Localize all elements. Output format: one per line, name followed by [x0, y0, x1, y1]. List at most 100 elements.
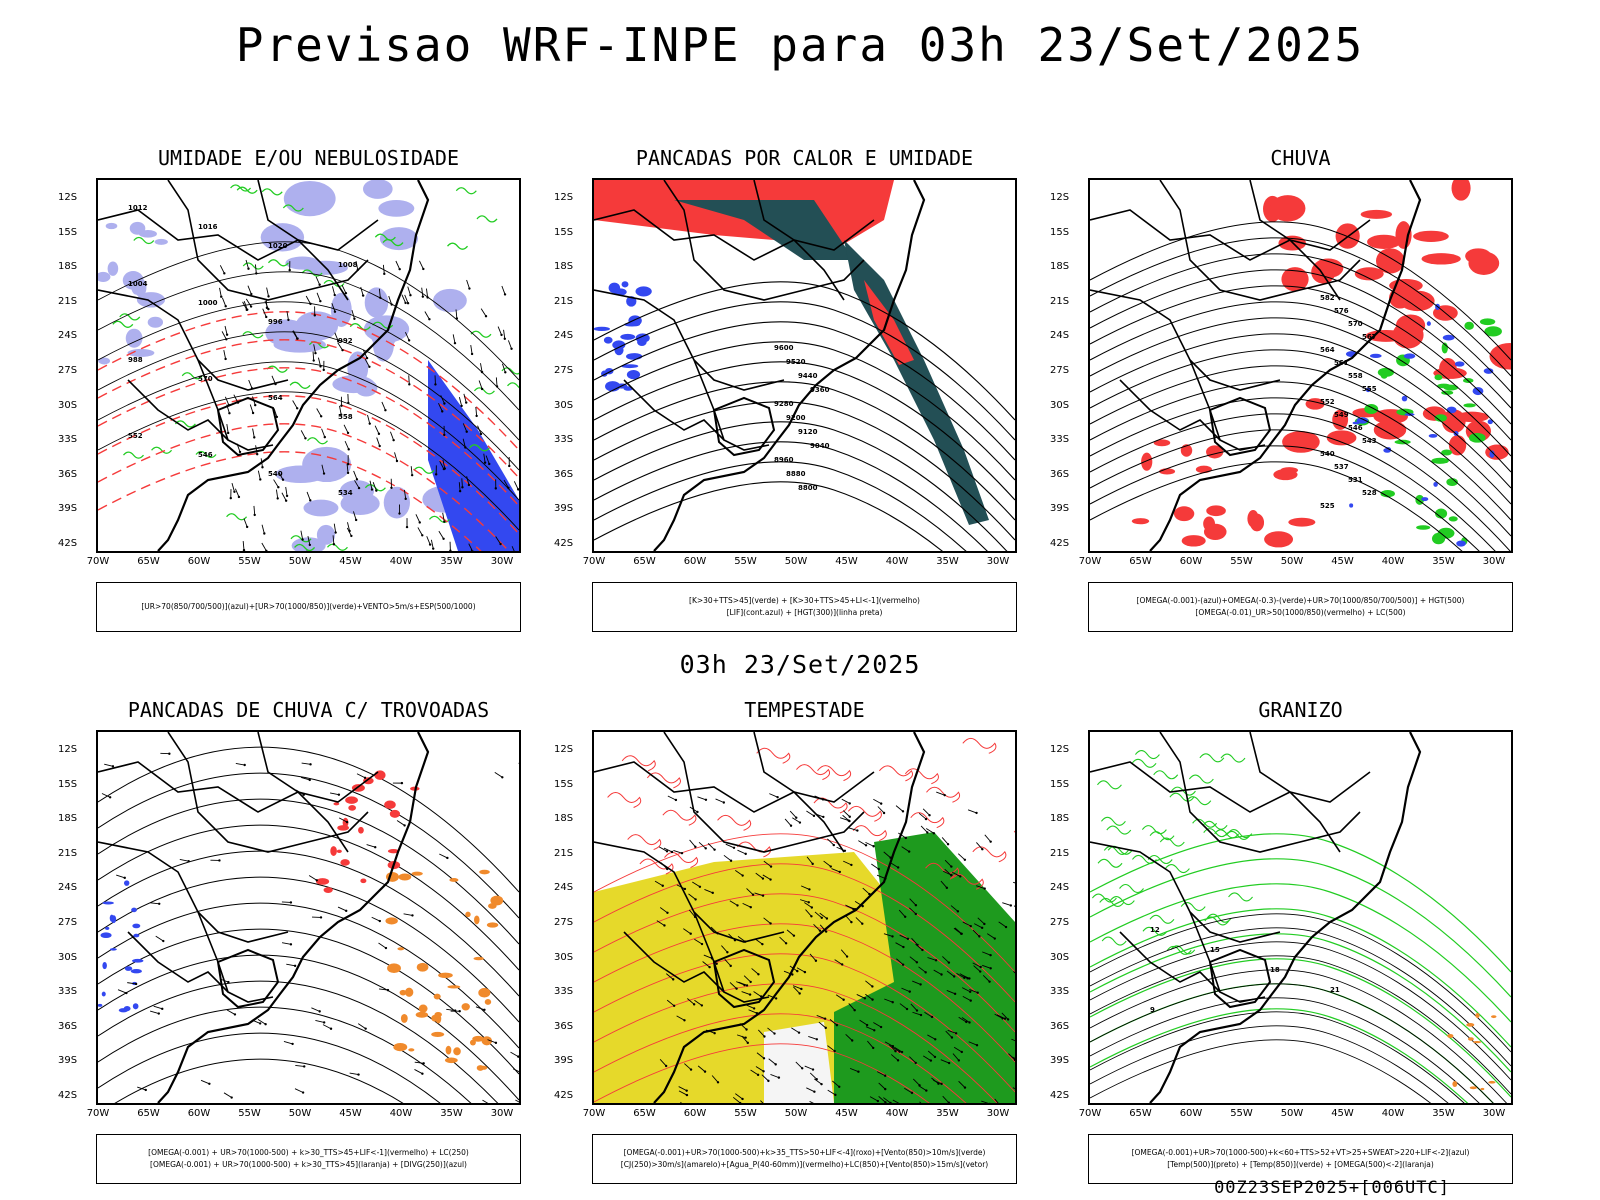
- wind-vector-head: [968, 1021, 971, 1024]
- rain-area: [1367, 234, 1401, 249]
- streamline-arrow: [226, 1009, 236, 1015]
- wind-vector: [920, 825, 928, 833]
- rain-area: [1249, 513, 1265, 532]
- wind-vector: [285, 486, 288, 496]
- wind-vector: [654, 880, 663, 887]
- wind-vector-head: [950, 1036, 954, 1039]
- wind-vector-head: [704, 798, 708, 801]
- wind-vector: [814, 1078, 822, 1085]
- height-contour: [594, 321, 1015, 461]
- divergence-contour: [109, 948, 117, 951]
- legend-line: [OMEGA(-0.001) + UR>70(1000-500) + k>30_…: [148, 1148, 469, 1157]
- wind-vector: [334, 332, 339, 342]
- wind-vector-head: [426, 296, 429, 299]
- wind-vector: [735, 1093, 743, 1100]
- contour-label: 582: [1320, 294, 1335, 302]
- wind-vector: [394, 452, 398, 462]
- temp850-contour: [1164, 864, 1190, 874]
- wind-vector-head: [249, 305, 253, 308]
- thunderstorm-area: [481, 1036, 493, 1046]
- wind-vector-head: [253, 513, 256, 517]
- wind-vector: [809, 953, 817, 962]
- temp850-contour: [1119, 883, 1144, 894]
- streamline-arrow: [104, 763, 114, 767]
- streamline-arrow-head: [345, 820, 349, 824]
- temp850-contour: [1199, 753, 1225, 763]
- wind-vector: [953, 1046, 963, 1053]
- temp850-contour: [1091, 893, 1117, 903]
- border-line: [663, 180, 865, 301]
- wind-vector: [495, 377, 498, 387]
- streamline-arrow-head: [289, 901, 293, 904]
- streamline-arrow: [446, 1008, 456, 1012]
- thunderstorm-area: [393, 1042, 408, 1052]
- divergence-contour: [131, 958, 144, 963]
- wind-vector-head: [960, 932, 963, 935]
- lat-tick-label: 39S: [554, 503, 574, 515]
- wind-vector: [261, 542, 267, 551]
- temp500-contour: [1090, 969, 1507, 1103]
- thunderstorm-severe-area: [323, 887, 333, 893]
- wind-vector-head: [940, 973, 943, 976]
- wind-vector: [346, 527, 352, 537]
- wind-vector-head: [910, 1091, 914, 1095]
- wind-vector-head: [322, 368, 325, 372]
- wind-vector: [804, 902, 813, 908]
- no-data-gap: [764, 1022, 834, 1103]
- streamline-arrow-head: [227, 980, 230, 984]
- coastline: [157, 732, 430, 1103]
- wind-vector-head: [250, 292, 253, 296]
- omega-weak-area: [1446, 406, 1457, 414]
- border-line: [753, 732, 845, 853]
- wind-vector: [831, 868, 840, 873]
- rain-area: [1173, 506, 1195, 522]
- wind-vector: [224, 325, 228, 335]
- rain-area: [1195, 465, 1212, 474]
- wind-vector: [841, 798, 850, 804]
- wind-vector-head: [865, 1023, 869, 1027]
- lat-tick-label: 36S: [58, 1020, 78, 1032]
- wind-vector-head: [716, 1081, 720, 1084]
- wind-vector: [878, 1082, 886, 1090]
- humidity-low-contour: [261, 188, 283, 196]
- thunderstorm-area: [444, 1057, 458, 1064]
- thunderstorm-area: [469, 1039, 476, 1046]
- wind-vector: [891, 1046, 900, 1053]
- lat-tick-label: 15S: [58, 778, 78, 790]
- lat-tick-label: 36S: [554, 1020, 574, 1032]
- precip-water-contour: [627, 834, 662, 851]
- streamline-arrow: [329, 792, 339, 796]
- wind-vector-head: [820, 916, 823, 919]
- wind-vector-head: [322, 472, 326, 475]
- contour-label: 1020: [268, 242, 288, 250]
- humidity-low-contour: [294, 543, 316, 551]
- wind-vector: [751, 968, 759, 975]
- coastline: [157, 180, 430, 551]
- wind-vector: [312, 351, 315, 361]
- lon-tick-label: 30W: [490, 1108, 514, 1119]
- wind-vector: [339, 405, 342, 415]
- geopotential-contour: [1090, 381, 1511, 521]
- wind-vector-head: [698, 885, 702, 889]
- lon-tick-label: 50W: [288, 1108, 312, 1119]
- temp850-contour: [1090, 908, 1511, 1048]
- height-contour: [594, 421, 1008, 551]
- wind-vector-head: [421, 534, 424, 537]
- wind-vector-head: [989, 967, 992, 970]
- wind-vector-head: [713, 848, 716, 851]
- lat-tick-label: 21S: [1050, 295, 1070, 307]
- contour-label: 543: [1362, 437, 1377, 445]
- contour-label: 555: [1362, 385, 1377, 393]
- lat-tick-label: 24S: [58, 330, 78, 342]
- streamline-arrow-head: [517, 1055, 519, 1058]
- wind-vector-head: [924, 817, 928, 821]
- wind-vector-head: [776, 795, 779, 799]
- wind-vector: [805, 909, 812, 917]
- wind-vector-head: [751, 893, 755, 896]
- temp850-contour: [1227, 829, 1253, 839]
- streamline-arrow: [153, 1005, 163, 1010]
- wind-vector: [1012, 1087, 1015, 1090]
- wind-vector-head: [233, 490, 236, 494]
- wind-vector-head: [404, 301, 407, 305]
- wind-vector-head: [914, 904, 918, 907]
